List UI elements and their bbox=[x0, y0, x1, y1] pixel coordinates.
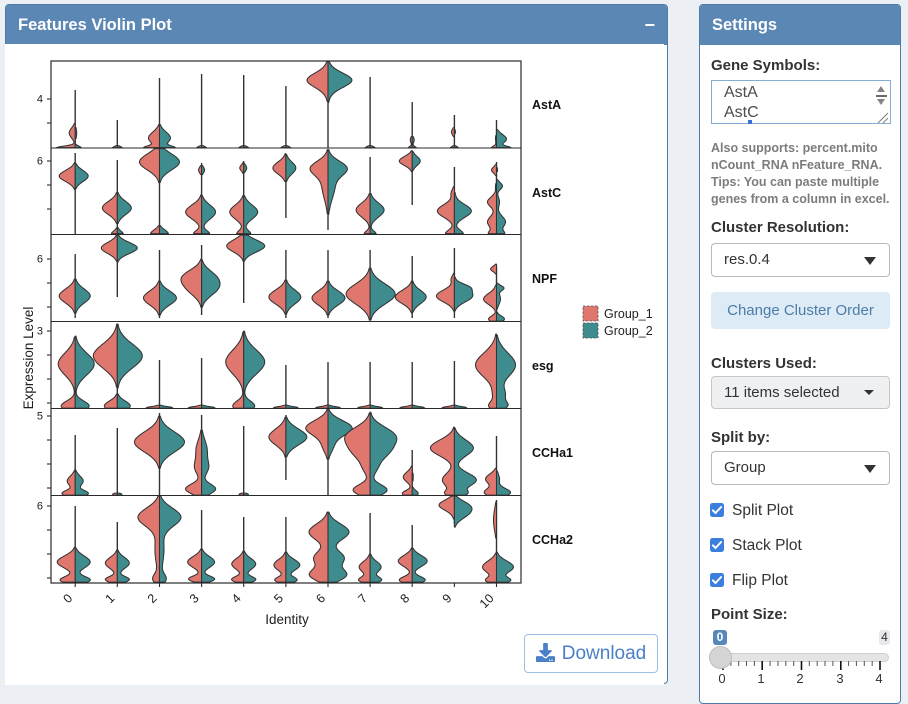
svg-text:CCHa1: CCHa1 bbox=[532, 446, 573, 460]
svg-text:AstA: AstA bbox=[532, 98, 561, 112]
svg-text:CCHa2: CCHa2 bbox=[532, 533, 573, 547]
svg-text:NPF: NPF bbox=[532, 272, 557, 286]
svg-text:6: 6 bbox=[37, 254, 43, 266]
svg-text:esg: esg bbox=[532, 359, 554, 373]
svg-text:3: 3 bbox=[37, 326, 43, 338]
svg-text:AstC: AstC bbox=[532, 186, 561, 200]
svg-text:Group_2: Group_2 bbox=[604, 324, 653, 338]
svg-text:5: 5 bbox=[37, 411, 43, 423]
svg-text:Expression Level: Expression Level bbox=[21, 307, 36, 410]
svg-text:4: 4 bbox=[37, 94, 43, 106]
svg-text:6: 6 bbox=[37, 501, 43, 513]
svg-text:Identity: Identity bbox=[265, 612, 309, 627]
svg-text:Group_1: Group_1 bbox=[604, 307, 653, 321]
svg-text:6: 6 bbox=[37, 156, 43, 168]
